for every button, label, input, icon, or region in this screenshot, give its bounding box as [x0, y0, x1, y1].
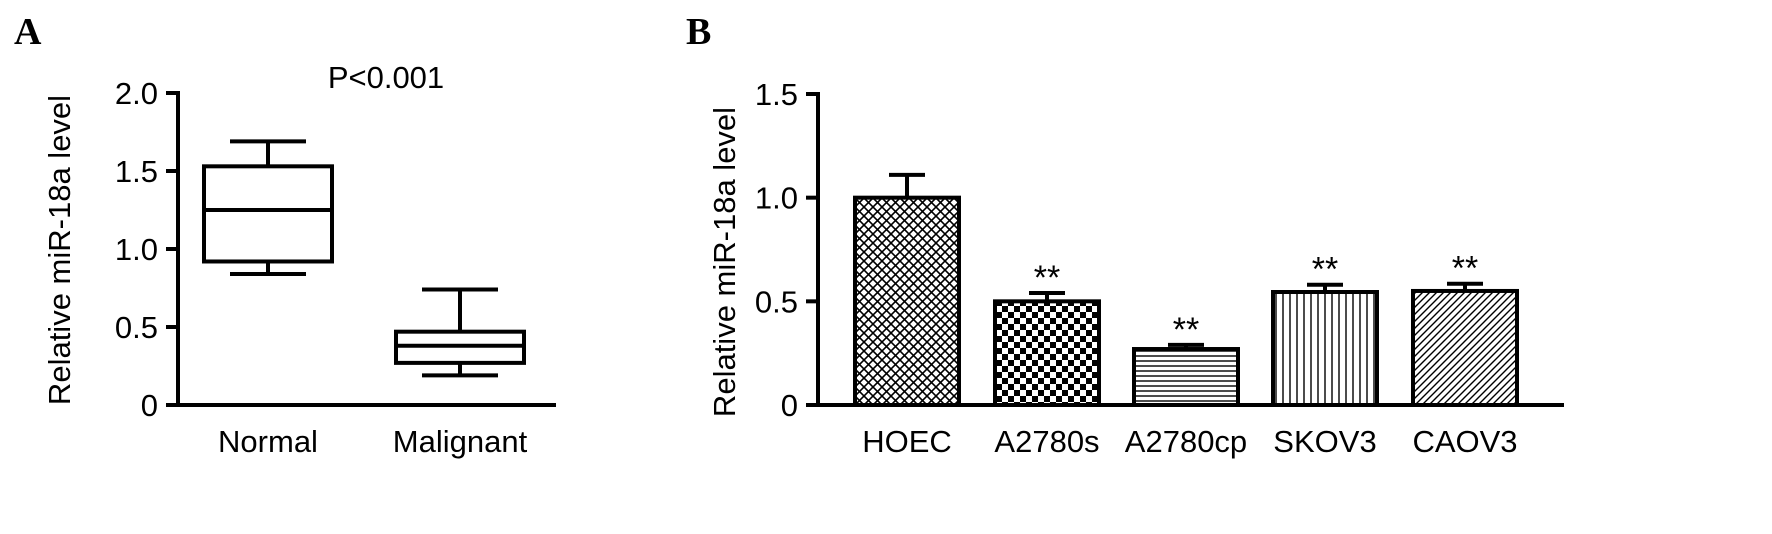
panel-a-y-tick-label: 0.5 [115, 310, 158, 345]
panel-b-y-tick-label: 1.0 [755, 181, 798, 216]
panel-a-y-axis-label: Relative miR-18a level [42, 95, 77, 405]
box-iqr [202, 164, 334, 264]
panel-b-x-tick-label: A2780cp [1125, 424, 1247, 459]
panel-b-bar-hoec [853, 172, 961, 407]
panel-b-plot-area: ** ** ** ** [853, 172, 1519, 408]
panel-b-y-tick-label: 1.5 [755, 77, 798, 112]
panel-a-box-malignant [394, 287, 526, 378]
panel-a-axes: 0 0.5 1.0 1.5 2.0 Normal Malignant [115, 76, 556, 459]
bar [1132, 347, 1240, 407]
panel-b-y-axis-label: Relative miR-18a level [707, 107, 742, 417]
panel-b-y-tick-label: 0 [781, 388, 798, 423]
panel-b-x-tick-label: HOEC [862, 424, 952, 459]
panel-b-x-tick-label: SKOV3 [1273, 424, 1376, 459]
panel-b-y-tick-label: 0.5 [755, 284, 798, 319]
bar-significance-label: ** [1312, 251, 1338, 289]
bar [1271, 290, 1379, 407]
panel-a-x-tick-label: Malignant [393, 424, 528, 459]
panel-a-y-tick-label: 2.0 [115, 76, 158, 111]
panel-b-x-tick-label: CAOV3 [1412, 424, 1517, 459]
panel-a-x-tick-label: Normal [218, 424, 318, 459]
bar-significance-label: ** [1034, 259, 1060, 297]
panel-b-bar-a2780cp: ** [1132, 311, 1240, 407]
panel-b: B Relative miR-18a level 0 0.5 1.0 1.5 HOEC A… [686, 11, 1564, 459]
panel-b-letter: B [686, 11, 711, 53]
panel-b-bar-caov3: ** [1411, 250, 1519, 408]
bar-significance-label: ** [1173, 311, 1199, 349]
bar [1411, 288, 1519, 408]
bar [993, 299, 1101, 408]
panel-a-p-value: P<0.001 [328, 60, 444, 95]
panel-a-box-normal [202, 139, 334, 276]
panel-a-y-tick-label: 1.0 [115, 232, 158, 267]
panel-a-plot-area [202, 139, 526, 378]
bar-significance-label: ** [1452, 250, 1478, 288]
bar [853, 195, 961, 407]
panel-a-letter: A [14, 11, 42, 53]
panel-a-y-tick-label: 0 [141, 388, 158, 423]
panel-a: A Relative miR-18a level P<0.001 0 0.5 1.0… [14, 11, 556, 459]
panel-b-bar-a2780s: ** [993, 259, 1101, 408]
panel-a-y-tick-label: 1.5 [115, 154, 158, 189]
panel-b-x-tick-label: A2780s [994, 424, 1099, 459]
panel-b-bar-skov3: ** [1271, 251, 1379, 407]
